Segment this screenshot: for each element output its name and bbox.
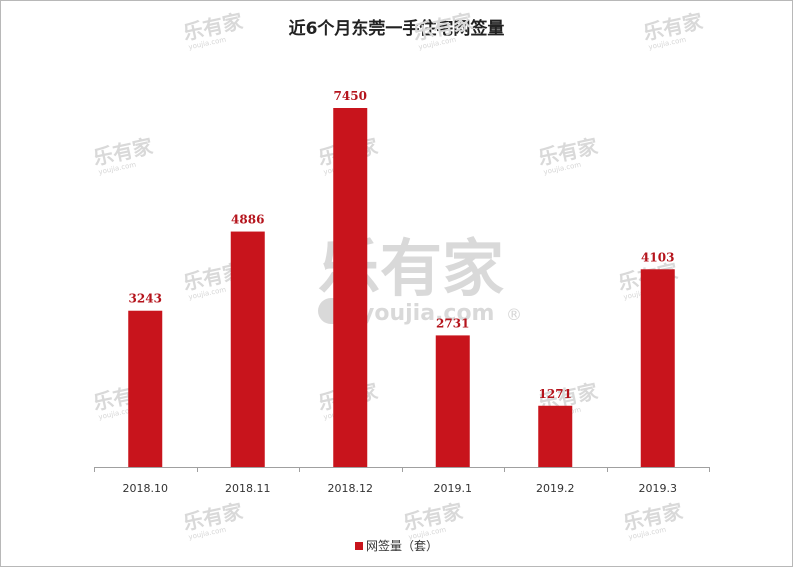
bar-value-label: 4886: [231, 213, 264, 227]
bar: [640, 269, 675, 467]
bar-value-label: 2731: [436, 316, 469, 330]
legend-label: 网签量（套）: [365, 539, 438, 553]
legend: 网签量（套）: [0, 537, 793, 554]
x-tick-label: 2019.3: [639, 482, 678, 495]
chart-title: 近6个月东莞一手住宅网签量: [288, 19, 505, 39]
legend-swatch: [354, 542, 363, 550]
bar: [333, 108, 368, 467]
bar: [538, 405, 573, 467]
x-tick-label: 2018.12: [328, 482, 374, 495]
x-tick-label: 2018.11: [225, 482, 271, 495]
x-tick-label: 2019.1: [434, 482, 473, 495]
bar-value-label: 3243: [129, 292, 162, 306]
bar-value-label: 7450: [334, 89, 367, 103]
x-tick-label: 2018.10: [123, 482, 169, 495]
bar-value-label: 1271: [539, 387, 572, 401]
bar-value-label: 4103: [641, 250, 674, 264]
watermark-registered: ®: [506, 305, 522, 324]
watermark-domain: youjia.com: [360, 301, 494, 326]
x-tick-label: 2019.2: [536, 482, 575, 495]
bar: [435, 335, 470, 467]
bar: [128, 310, 163, 467]
bar: [230, 231, 265, 467]
